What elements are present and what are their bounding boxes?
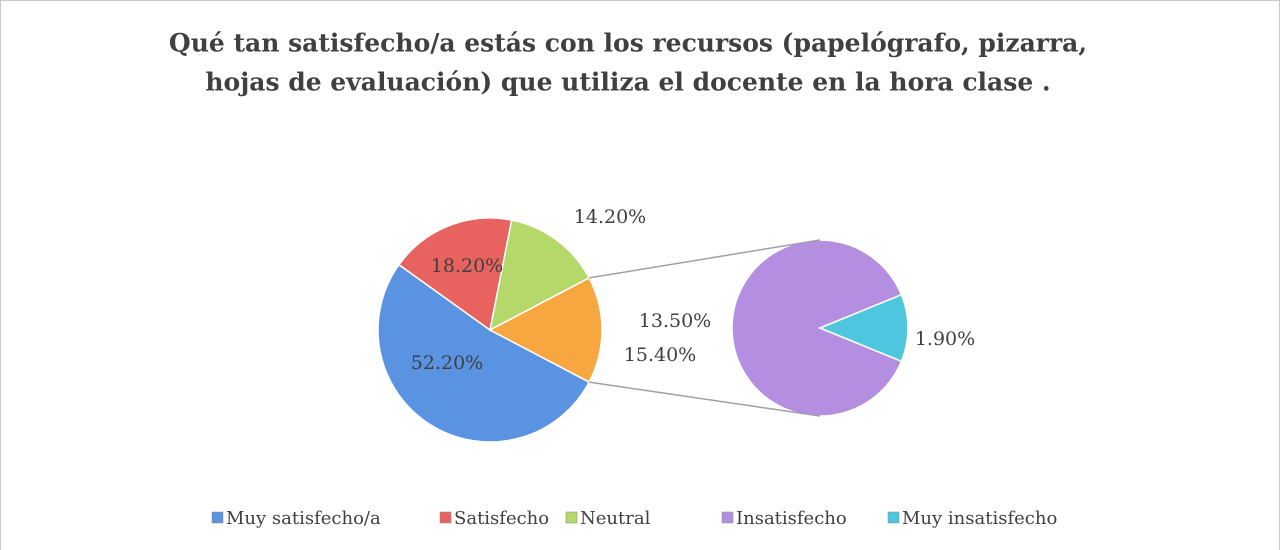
pie-slice (397, 217, 513, 332)
data-label: 14.20% (574, 206, 646, 228)
connector-line (589, 239, 821, 279)
data-label: 18.20% (431, 255, 503, 277)
legend-label: Neutral (580, 508, 651, 529)
legend-swatch (887, 511, 900, 524)
legend-label: Muy satisfecho/a (226, 508, 381, 529)
chart-title: Qué tan satisfecho/a estás con los recur… (169, 29, 1087, 58)
legend-label: Muy insatisfecho (902, 508, 1057, 529)
legend-swatch (439, 511, 452, 524)
legend-swatch (211, 511, 224, 524)
legend-swatch (721, 511, 734, 524)
legend-label: Satisfecho (454, 508, 549, 529)
pie-slice (488, 219, 591, 332)
legend-label: Insatisfecho (736, 508, 847, 529)
pie-slice (818, 293, 909, 363)
legend-swatch (565, 511, 578, 524)
pie-slice (377, 263, 591, 443)
data-label: 15.40% (624, 344, 696, 366)
pie-slice (731, 239, 903, 417)
data-label: 1.90% (915, 328, 975, 350)
data-label: 13.50% (639, 310, 711, 332)
data-label: 52.20% (411, 352, 483, 374)
chart-title: hojas de evaluación) que utiliza el doce… (205, 68, 1050, 97)
connector-line (589, 381, 821, 417)
pie-slice (488, 276, 603, 384)
